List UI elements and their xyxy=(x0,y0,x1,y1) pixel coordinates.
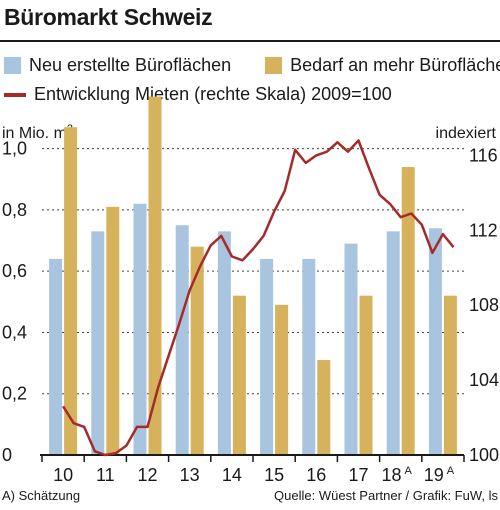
bar-neu-11 xyxy=(91,231,105,455)
bar-neu-15 xyxy=(260,258,274,455)
y-tick-label: 0,8 xyxy=(2,200,27,220)
y2-tick-label: 116 xyxy=(469,145,498,165)
x-tick-label: 16 xyxy=(306,465,326,485)
x-tick-label: 11 xyxy=(96,465,115,485)
y-tick-label: 0,6 xyxy=(2,261,27,281)
bar-bedarf-12 xyxy=(148,96,162,456)
line-mieten xyxy=(62,139,455,457)
y-tick-label: 1,0 xyxy=(2,139,27,159)
legend-row-bars: Neu erstellte Büroflächen Bedarf an mehr… xyxy=(4,55,500,76)
chart-title: Büromarkt Schweiz xyxy=(4,4,213,30)
y-tick-label: 0,2 xyxy=(2,384,27,404)
x-tick-label: 10 xyxy=(53,465,73,485)
bar-neu-12 xyxy=(133,203,147,455)
legend-swatch-neu xyxy=(4,57,21,74)
y2-tick-label: 108 xyxy=(469,295,499,315)
bar-bedarf-11 xyxy=(106,206,120,455)
legend-label-mieten: Entwicklung Mieten (rechte Skala) 2009=1… xyxy=(34,84,392,104)
y-tick-label: 0,4 xyxy=(2,322,27,342)
bar-neu-18 xyxy=(386,231,400,455)
bar-bedarf-17 xyxy=(359,295,373,455)
bar-neu-10 xyxy=(49,258,63,455)
bar-bedarf-13 xyxy=(190,246,204,455)
bar-bedarf-19 xyxy=(443,295,457,455)
y-tick-label: 0 xyxy=(2,445,12,465)
bar-neu-13 xyxy=(175,225,189,455)
y2-tick-label: 104 xyxy=(469,370,499,390)
x-tick-label: 14 xyxy=(222,465,242,485)
legend-row-line: Entwicklung Mieten (rechte Skala) 2009=1… xyxy=(4,84,426,105)
legend-label-neu: Neu erstellte Büroflächen xyxy=(29,55,232,75)
bar-bedarf-10 xyxy=(64,127,78,455)
bar-bedarf-18 xyxy=(401,167,415,455)
bar-bedarf-16 xyxy=(317,360,331,455)
bar-neu-14 xyxy=(217,231,231,455)
x-tick-label: 18 A xyxy=(382,465,413,485)
x-tick-label: 12 xyxy=(137,465,157,485)
bar-neu-17 xyxy=(344,243,358,455)
bar-bedarf-14 xyxy=(232,295,246,455)
source-note: Quelle: Wüest Partner / Grafik: FuW, ls xyxy=(274,488,498,503)
title-rule xyxy=(0,40,500,42)
x-tick-label: 19 A xyxy=(424,465,455,485)
bar-neu-16 xyxy=(302,258,316,455)
x-tick-label: 17 xyxy=(348,465,368,485)
legend-item-mieten: Entwicklung Mieten (rechte Skala) 2009=1… xyxy=(4,84,392,105)
legend-swatch-mieten xyxy=(4,92,26,97)
bar-bedarf-15 xyxy=(275,304,289,455)
legend-item-neu: Neu erstellte Büroflächen xyxy=(4,55,231,76)
legend-swatch-bedarf xyxy=(265,57,283,74)
y2-tick-label: 112 xyxy=(469,220,498,240)
x-tick-label: 15 xyxy=(264,465,284,485)
y2-axis-label: indexiert xyxy=(436,125,497,142)
x-tick-label: 13 xyxy=(180,465,200,485)
footnote: A) Schätzung xyxy=(2,488,81,503)
bar-neu-19 xyxy=(428,228,442,455)
legend-item-bedarf: Bedarf an mehr Büroflächen xyxy=(265,55,500,76)
legend-label-bedarf: Bedarf an mehr Büroflächen xyxy=(290,55,500,75)
y2-tick-label: 100 xyxy=(469,445,499,465)
